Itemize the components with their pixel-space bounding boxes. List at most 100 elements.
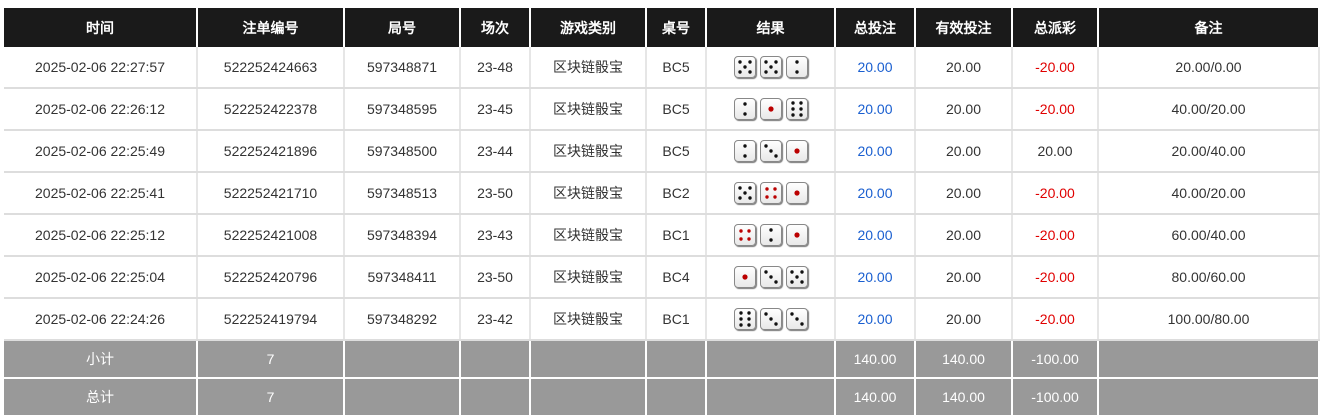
- cell-session: 23-50: [460, 172, 531, 215]
- cell-time: 2025-02-06 22:25:04: [4, 256, 198, 299]
- cell-table: BC5: [646, 88, 707, 131]
- table-row: 2025-02-06 22:25:04 522252420796 597348411…: [4, 256, 1320, 299]
- cell-session: 23-50: [460, 256, 531, 299]
- table-row: 2025-02-06 22:25:41 522252421710 597348513…: [4, 172, 1320, 215]
- column-header: 游戏类别: [530, 8, 647, 47]
- dice-6-icon: [733, 308, 756, 330]
- cell-payout: -20.00: [1012, 256, 1099, 299]
- cell-time: 2025-02-06 22:25:41: [4, 172, 198, 215]
- table-row: 2025-02-06 22:24:26 522252419794 597348292…: [4, 298, 1320, 341]
- dice-3-icon: [785, 308, 808, 330]
- cell-valid-bet: 20.00: [915, 88, 1013, 131]
- grandtotal-label: 总计: [4, 378, 198, 417]
- dice-5-icon: [785, 266, 808, 288]
- cell-round: 597348411: [344, 256, 461, 299]
- table-row: 2025-02-06 22:25:49 522252421896 597348500…: [4, 130, 1320, 173]
- subtotal-row: 小计 7 140.00 140.00 -100.00: [4, 340, 1320, 379]
- cell-session: 23-48: [460, 47, 531, 89]
- dice-3-icon: [759, 140, 782, 162]
- cell-dice: [706, 88, 836, 131]
- cell-time: 2025-02-06 22:27:57: [4, 47, 198, 89]
- cell-game: 区块链骰宝: [530, 214, 647, 257]
- cell-total-bet: 20.00: [835, 298, 916, 341]
- cell-round: 597348292: [344, 298, 461, 341]
- column-header: 结果: [706, 8, 836, 47]
- table-row: 2025-02-06 22:25:12 522252421008 597348394…: [4, 214, 1320, 257]
- cell-bet-id: 522252421710: [197, 172, 345, 215]
- cell-dice: [706, 172, 836, 215]
- cell-note: 40.00/20.00: [1098, 88, 1320, 131]
- dice-1-icon: [785, 224, 808, 246]
- cell-session: 23-44: [460, 130, 531, 173]
- cell-valid-bet: 20.00: [915, 130, 1013, 173]
- cell-payout: -20.00: [1012, 214, 1099, 257]
- dice-1-icon: [785, 182, 808, 204]
- cell-payout: -20.00: [1012, 88, 1099, 131]
- dice-4-icon: [759, 182, 782, 204]
- cell-total-bet: 20.00: [835, 130, 916, 173]
- grandtotal-total-bet: 140.00: [835, 378, 916, 417]
- cell-bet-id: 522252420796: [197, 256, 345, 299]
- cell-bet-id: 522252421896: [197, 130, 345, 173]
- cell-payout: -20.00: [1012, 298, 1099, 341]
- grandtotal-valid-bet: 140.00: [915, 378, 1013, 417]
- dice-3-icon: [759, 308, 782, 330]
- cell-bet-id: 522252424663: [197, 47, 345, 89]
- cell-session: 23-43: [460, 214, 531, 257]
- cell-note: 20.00/0.00: [1098, 47, 1320, 89]
- column-header: 备注: [1098, 8, 1320, 47]
- dice-5-icon: [733, 182, 756, 204]
- cell-valid-bet: 20.00: [915, 256, 1013, 299]
- subtotal-total-bet: 140.00: [835, 340, 916, 379]
- cell-round: 597348871: [344, 47, 461, 89]
- cell-total-bet: 20.00: [835, 256, 916, 299]
- cell-table: BC1: [646, 298, 707, 341]
- table-row: 2025-02-06 22:27:57 522252424663 597348871…: [4, 47, 1320, 89]
- cell-valid-bet: 20.00: [915, 47, 1013, 89]
- cell-table: BC5: [646, 47, 707, 89]
- cell-total-bet: 20.00: [835, 47, 916, 89]
- cell-note: 80.00/60.00: [1098, 256, 1320, 299]
- cell-game: 区块链骰宝: [530, 130, 647, 173]
- cell-game: 区块链骰宝: [530, 88, 647, 131]
- dice-6-icon: [785, 98, 808, 120]
- header-row: 时间 注单编号 局号 场次 游戏类别 桌号 结果 总投注 有效投注 总派彩 备注: [4, 8, 1320, 47]
- column-header: 注单编号: [197, 8, 345, 47]
- cell-table: BC5: [646, 130, 707, 173]
- subtotal-payout: -100.00: [1012, 340, 1099, 379]
- dice-2-icon: [785, 56, 808, 78]
- dice-5-icon: [759, 56, 782, 78]
- dice-2-icon: [733, 98, 756, 120]
- cell-game: 区块链骰宝: [530, 47, 647, 89]
- cell-table: BC1: [646, 214, 707, 257]
- cell-game: 区块链骰宝: [530, 172, 647, 215]
- column-header: 场次: [460, 8, 531, 47]
- cell-total-bet: 20.00: [835, 214, 916, 257]
- grandtotal-count: 7: [197, 378, 345, 417]
- cell-bet-id: 522252419794: [197, 298, 345, 341]
- cell-table: BC2: [646, 172, 707, 215]
- cell-session: 23-45: [460, 88, 531, 131]
- subtotal-valid-bet: 140.00: [915, 340, 1013, 379]
- cell-payout: 20.00: [1012, 130, 1099, 173]
- cell-round: 597348500: [344, 130, 461, 173]
- column-header: 有效投注: [915, 8, 1013, 47]
- table-row: 2025-02-06 22:26:12 522252422378 597348595…: [4, 88, 1320, 131]
- cell-dice: [706, 130, 836, 173]
- dice-2-icon: [759, 224, 782, 246]
- cell-time: 2025-02-06 22:25:49: [4, 130, 198, 173]
- subtotal-count: 7: [197, 340, 345, 379]
- cell-game: 区块链骰宝: [530, 256, 647, 299]
- cell-note: 100.00/80.00: [1098, 298, 1320, 341]
- cell-valid-bet: 20.00: [915, 214, 1013, 257]
- cell-payout: -20.00: [1012, 47, 1099, 89]
- cell-payout: -20.00: [1012, 172, 1099, 215]
- cell-table: BC4: [646, 256, 707, 299]
- dice-5-icon: [733, 56, 756, 78]
- bet-records-table: 时间 注单编号 局号 场次 游戏类别 桌号 结果 总投注 有效投注 总派彩 备注 2025-02-0…: [4, 8, 1320, 417]
- cell-total-bet: 20.00: [835, 172, 916, 215]
- cell-time: 2025-02-06 22:26:12: [4, 88, 198, 131]
- cell-dice: [706, 298, 836, 341]
- column-header: 时间: [4, 8, 198, 47]
- dice-1-icon: [759, 98, 782, 120]
